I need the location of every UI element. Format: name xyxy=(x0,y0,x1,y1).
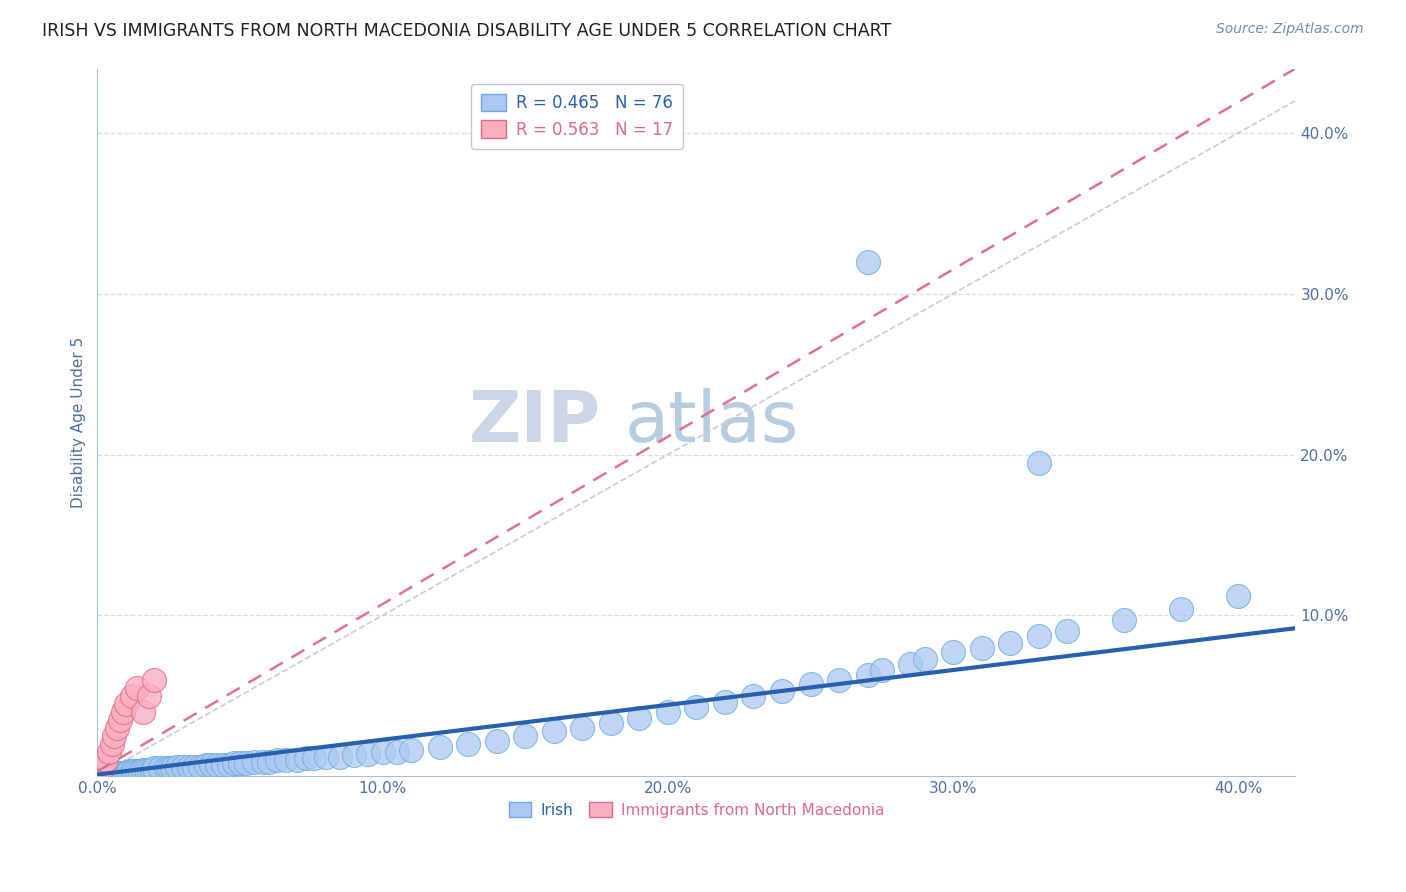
Point xyxy=(166,759,188,773)
Point xyxy=(235,756,257,771)
Point xyxy=(138,763,160,777)
Point xyxy=(212,758,235,772)
Point xyxy=(115,697,138,711)
Point xyxy=(91,759,114,773)
Point xyxy=(914,652,936,666)
Point xyxy=(111,766,134,780)
Point xyxy=(266,753,288,767)
Point xyxy=(177,759,200,773)
Point xyxy=(108,713,131,727)
Point xyxy=(302,751,325,765)
Legend: Irish, Immigrants from North Macedonia: Irish, Immigrants from North Macedonia xyxy=(501,794,891,825)
Point xyxy=(100,737,122,751)
Point xyxy=(105,766,128,780)
Point xyxy=(143,673,166,687)
Point xyxy=(205,758,228,772)
Text: Source: ZipAtlas.com: Source: ZipAtlas.com xyxy=(1216,22,1364,37)
Point xyxy=(138,689,160,703)
Point xyxy=(108,766,131,780)
Point xyxy=(257,755,280,769)
Point xyxy=(343,748,366,763)
Point xyxy=(132,705,155,719)
Point xyxy=(103,729,125,743)
Point xyxy=(457,737,479,751)
Point xyxy=(243,755,266,769)
Point xyxy=(135,763,157,777)
Point xyxy=(127,764,149,779)
Point xyxy=(188,759,211,773)
Point xyxy=(657,705,679,719)
Point xyxy=(571,721,593,735)
Point xyxy=(385,745,408,759)
Point xyxy=(111,705,134,719)
Point xyxy=(357,747,380,761)
Point xyxy=(229,756,252,771)
Point xyxy=(155,761,177,775)
Point xyxy=(685,700,707,714)
Point xyxy=(172,759,194,773)
Point xyxy=(294,751,316,765)
Point xyxy=(371,745,394,759)
Point xyxy=(285,753,308,767)
Point xyxy=(183,759,205,773)
Point xyxy=(132,763,155,777)
Point xyxy=(1028,456,1050,470)
Point xyxy=(157,761,180,775)
Y-axis label: Disability Age Under 5: Disability Age Under 5 xyxy=(72,336,86,508)
Point xyxy=(898,657,921,671)
Text: atlas: atlas xyxy=(624,388,799,457)
Point xyxy=(485,733,508,747)
Point xyxy=(100,766,122,780)
Point xyxy=(399,743,422,757)
Point xyxy=(89,763,111,777)
Point xyxy=(274,753,297,767)
Point xyxy=(224,756,246,771)
Point xyxy=(218,758,240,772)
Point xyxy=(856,254,879,268)
Point xyxy=(118,764,141,779)
Point xyxy=(599,716,621,731)
Point xyxy=(89,766,111,780)
Point xyxy=(714,695,737,709)
Point xyxy=(1028,629,1050,643)
Point xyxy=(628,711,651,725)
Text: ZIP: ZIP xyxy=(468,388,600,457)
Point xyxy=(149,761,172,775)
Point xyxy=(870,663,893,677)
Point xyxy=(129,764,152,779)
Point xyxy=(141,763,163,777)
Point xyxy=(160,761,183,775)
Point xyxy=(121,764,143,779)
Point xyxy=(94,766,117,780)
Point xyxy=(194,758,217,772)
Text: IRISH VS IMMIGRANTS FROM NORTH MACEDONIA DISABILITY AGE UNDER 5 CORRELATION CHAR: IRISH VS IMMIGRANTS FROM NORTH MACEDONIA… xyxy=(42,22,891,40)
Point xyxy=(942,645,965,659)
Point xyxy=(105,721,128,735)
Point xyxy=(1170,602,1192,616)
Point xyxy=(1056,624,1078,639)
Point xyxy=(970,640,993,655)
Point xyxy=(200,758,222,772)
Point xyxy=(115,766,138,780)
Point xyxy=(143,761,166,775)
Point xyxy=(770,684,793,698)
Point xyxy=(742,689,765,703)
Point xyxy=(124,764,146,779)
Point xyxy=(127,681,149,695)
Point xyxy=(429,740,451,755)
Point xyxy=(799,677,821,691)
Point xyxy=(998,635,1021,649)
Point xyxy=(94,753,117,767)
Point xyxy=(329,750,352,764)
Point xyxy=(856,668,879,682)
Point xyxy=(543,724,565,739)
Point xyxy=(1114,613,1136,627)
Point xyxy=(121,689,143,703)
Point xyxy=(315,750,337,764)
Point xyxy=(515,729,537,743)
Point xyxy=(97,745,120,759)
Point xyxy=(252,755,274,769)
Point xyxy=(828,673,851,687)
Point xyxy=(1227,589,1250,603)
